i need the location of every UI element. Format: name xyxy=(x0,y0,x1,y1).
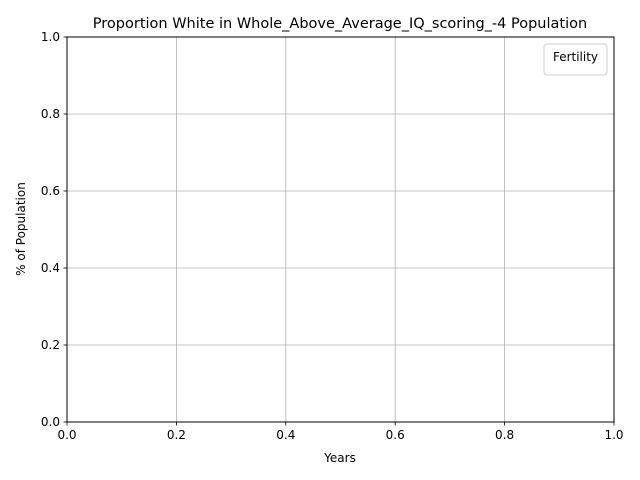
legend: Fertility xyxy=(543,43,608,76)
y-axis-label: % of Population xyxy=(14,182,28,276)
x-tick-label: 0.2 xyxy=(167,428,186,442)
y-tick-label: 0.4 xyxy=(41,261,60,275)
legend-title: Fertility xyxy=(553,50,598,64)
x-tick-label: 0.8 xyxy=(495,428,514,442)
y-tick-label: 0.0 xyxy=(41,415,60,429)
plot-frame xyxy=(66,36,615,423)
x-axis-label: Years xyxy=(323,451,356,465)
x-axis-ticks: 0.0 0.2 0.4 0.6 0.8 1.0 xyxy=(57,422,624,442)
legend-box xyxy=(543,43,608,76)
x-tick-label: 0.4 xyxy=(276,428,295,442)
y-tick-label: 0.2 xyxy=(41,338,60,352)
x-tick-label: 0.6 xyxy=(386,428,405,442)
x-tick-label: 1.0 xyxy=(604,428,623,442)
grid xyxy=(66,36,615,423)
x-tick-label: 0.0 xyxy=(57,428,76,442)
chart-title: Proportion White in Whole_Above_Average_… xyxy=(93,16,587,32)
y-tick-label: 1.0 xyxy=(41,30,60,44)
plot-area: 0.0 0.2 0.4 0.6 0.8 1.0 0.0 0.2 0.4 0.6 0.8 1.0 xyxy=(41,30,624,442)
y-tick-label: 0.8 xyxy=(41,107,60,121)
y-axis-ticks: 0.0 0.2 0.4 0.6 0.8 1.0 xyxy=(41,30,67,429)
y-tick-label: 0.6 xyxy=(41,184,60,198)
